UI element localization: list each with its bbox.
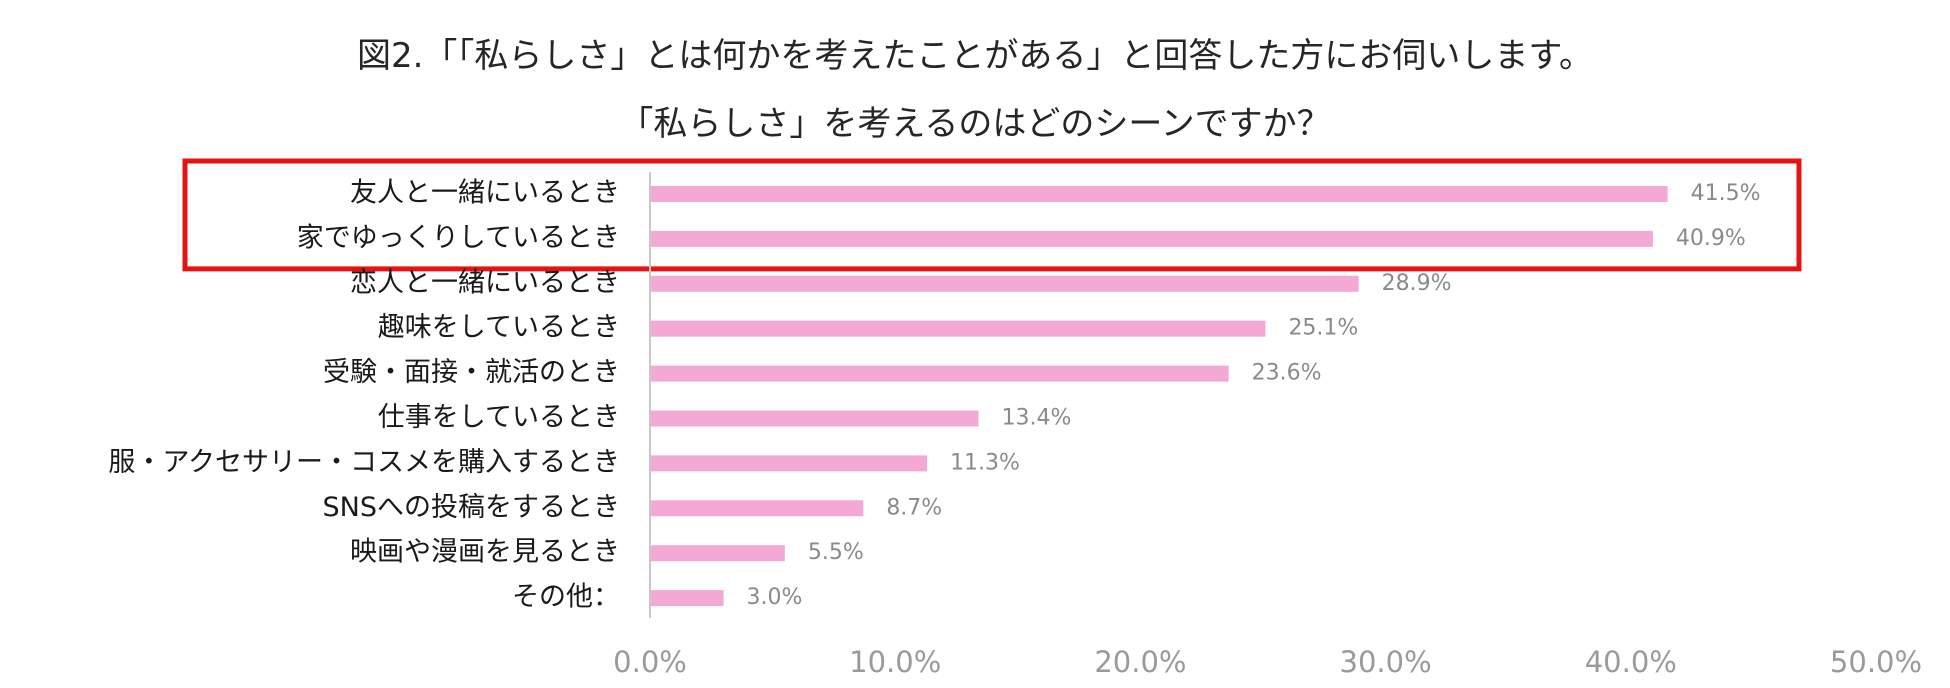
bar xyxy=(651,320,1266,337)
x-tick-label: 40.0% xyxy=(1585,645,1677,679)
x-tick-label: 50.0% xyxy=(1830,645,1922,679)
data-label: 11.3% xyxy=(950,450,1020,475)
bar xyxy=(651,365,1229,382)
category-label: 映画や漫画を見るとき xyxy=(350,537,620,568)
category-label: 趣味をしているとき xyxy=(378,312,620,343)
bar xyxy=(651,455,928,472)
bar xyxy=(651,275,1359,292)
category-label: 家でゆっくりしているとき xyxy=(297,222,620,253)
bar xyxy=(651,545,785,562)
data-label: 25.1% xyxy=(1288,316,1358,341)
data-label: 3.0% xyxy=(747,585,803,610)
data-label: 41.5% xyxy=(1691,181,1761,206)
bar xyxy=(651,500,864,517)
x-tick-label: 30.0% xyxy=(1340,645,1432,679)
bars-layer xyxy=(651,186,1668,607)
category-label: 受験・面接・就活のとき xyxy=(323,357,620,388)
data-label: 28.9% xyxy=(1382,271,1452,296)
data-label: 40.9% xyxy=(1676,226,1746,251)
bar xyxy=(651,410,979,427)
category-label: 仕事をしているとき xyxy=(378,402,620,433)
chart-title-line-1: 図2.「「私らしさ」とは何かを考えたことがある」と回答した方にお伺いします。 xyxy=(356,36,1594,76)
data-label: 23.6% xyxy=(1252,361,1322,386)
bar xyxy=(651,590,724,607)
category-label: 恋人と一緒にいるとき xyxy=(350,267,620,298)
x-tick-labels-layer: 0.0% 10.0% 20.0% 30.0% 40.0% 50.0% xyxy=(613,645,1922,679)
data-label: 5.5% xyxy=(808,540,864,565)
highlight-box xyxy=(182,158,1802,272)
category-label: その他： xyxy=(512,582,620,613)
value-labels-layer: 41.5% 40.9% 28.9% 25.1% 23.6% 13.4% 11.3% 8.7% 5… xyxy=(747,181,1761,610)
data-label: 13.4% xyxy=(1002,406,1072,431)
category-label: 服・アクセサリー・コスメを購入するとき xyxy=(108,447,620,478)
x-tick-label: 0.0% xyxy=(613,645,687,679)
chart-title-line-2: 「私らしさ」を考えるのはどのシーンですか？ xyxy=(619,104,1331,144)
bar xyxy=(651,230,1653,247)
x-tick-label: 10.0% xyxy=(849,645,941,679)
data-label: 8.7% xyxy=(886,495,942,520)
category-labels-layer: 友人と一緒にいるとき家でゆっくりしているとき恋人と一緒にいるとき趣味をしていると… xyxy=(108,178,620,613)
category-label: 友人と一緒にいるとき xyxy=(350,178,620,209)
category-label: SNSへの投稿をするとき xyxy=(323,492,620,523)
highlight-box-layer xyxy=(182,158,1802,272)
bar xyxy=(651,186,1668,202)
x-tick-label: 20.0% xyxy=(1094,645,1186,679)
